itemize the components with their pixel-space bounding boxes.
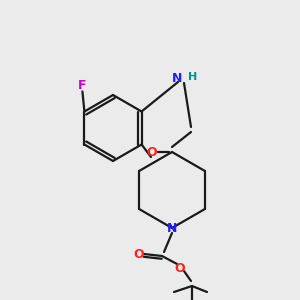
Text: F: F (78, 79, 87, 92)
Text: O: O (175, 262, 185, 275)
Text: N: N (172, 71, 182, 85)
Text: N: N (167, 221, 177, 235)
Text: H: H (188, 72, 197, 82)
Text: O: O (134, 248, 144, 260)
Text: O: O (147, 146, 157, 158)
